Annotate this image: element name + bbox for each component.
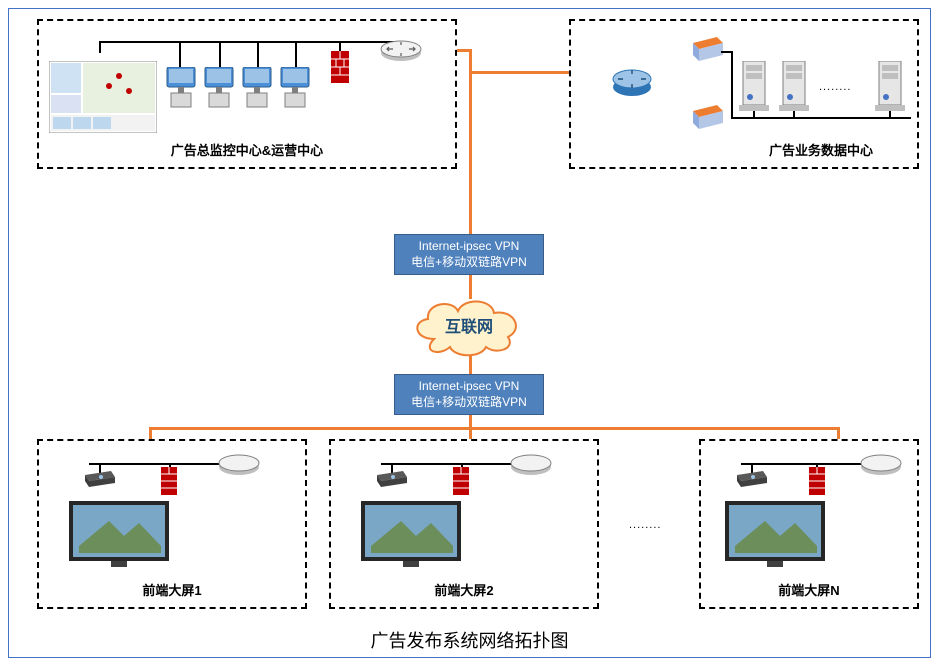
router-icon [859,453,903,477]
router-3d-icon [611,65,653,99]
diagram-title: 广告发布系统网络拓扑图 [9,627,930,653]
internet-cloud-label: 互联网 [404,313,534,337]
screen1-box: 前端大屏1 [37,439,307,609]
pc-icon [279,67,311,109]
router-icon [509,453,553,477]
vpn-bottom-line2: 电信+移动双链路VPN [401,395,537,411]
server-icon [875,61,905,113]
pc-icon [203,67,235,109]
display-screen-icon [69,501,169,567]
dashboard-map-icon [49,61,157,133]
server-ellipsis: ........ [819,81,851,93]
router-icon [379,39,423,63]
pc-icon [241,67,273,109]
screenN-label: 前端大屏N [701,580,917,599]
vpn-bottom-box: Internet-ipsec VPN 电信+移动双链路VPN [394,374,544,415]
display-screen-icon [361,501,461,567]
server-icon [739,61,769,113]
vpn-top-line2: 电信+移动双链路VPN [401,255,537,271]
firewall-icon [809,467,825,495]
firewall-icon [453,467,469,495]
vpn-bottom-line1: Internet-ipsec VPN [401,379,537,395]
firewall-icon [331,51,349,83]
monitoring-center-label: 广告总监控中心&运营中心 [39,140,455,159]
diagram-canvas: 广告总监控中心&运营中心 ........ 广告业务数据中心 Internet-… [8,8,931,658]
firewall-icon [161,467,177,495]
settop-box-icon [375,471,409,489]
screen2-box: 前端大屏2 [329,439,599,609]
data-center-label: 广告业务数据中心 [721,140,921,159]
pc-icon [165,67,197,109]
monitoring-center-box: 广告总监控中心&运营中心 [37,19,457,169]
screen-ellipsis: ........ [629,519,661,531]
server-icon [779,61,809,113]
data-center-box: ........ 广告业务数据中心 [569,19,919,169]
screen1-label: 前端大屏1 [39,580,305,599]
switch-icon [689,103,725,131]
screen2-label: 前端大屏2 [331,580,597,599]
vpn-top-box: Internet-ipsec VPN 电信+移动双链路VPN [394,234,544,275]
vpn-top-line1: Internet-ipsec VPN [401,239,537,255]
screenN-box: 前端大屏N [699,439,919,609]
router-icon [217,453,261,477]
switch-icon [689,35,725,63]
settop-box-icon [83,471,117,489]
display-screen-icon [725,501,825,567]
settop-box-icon [735,471,769,489]
